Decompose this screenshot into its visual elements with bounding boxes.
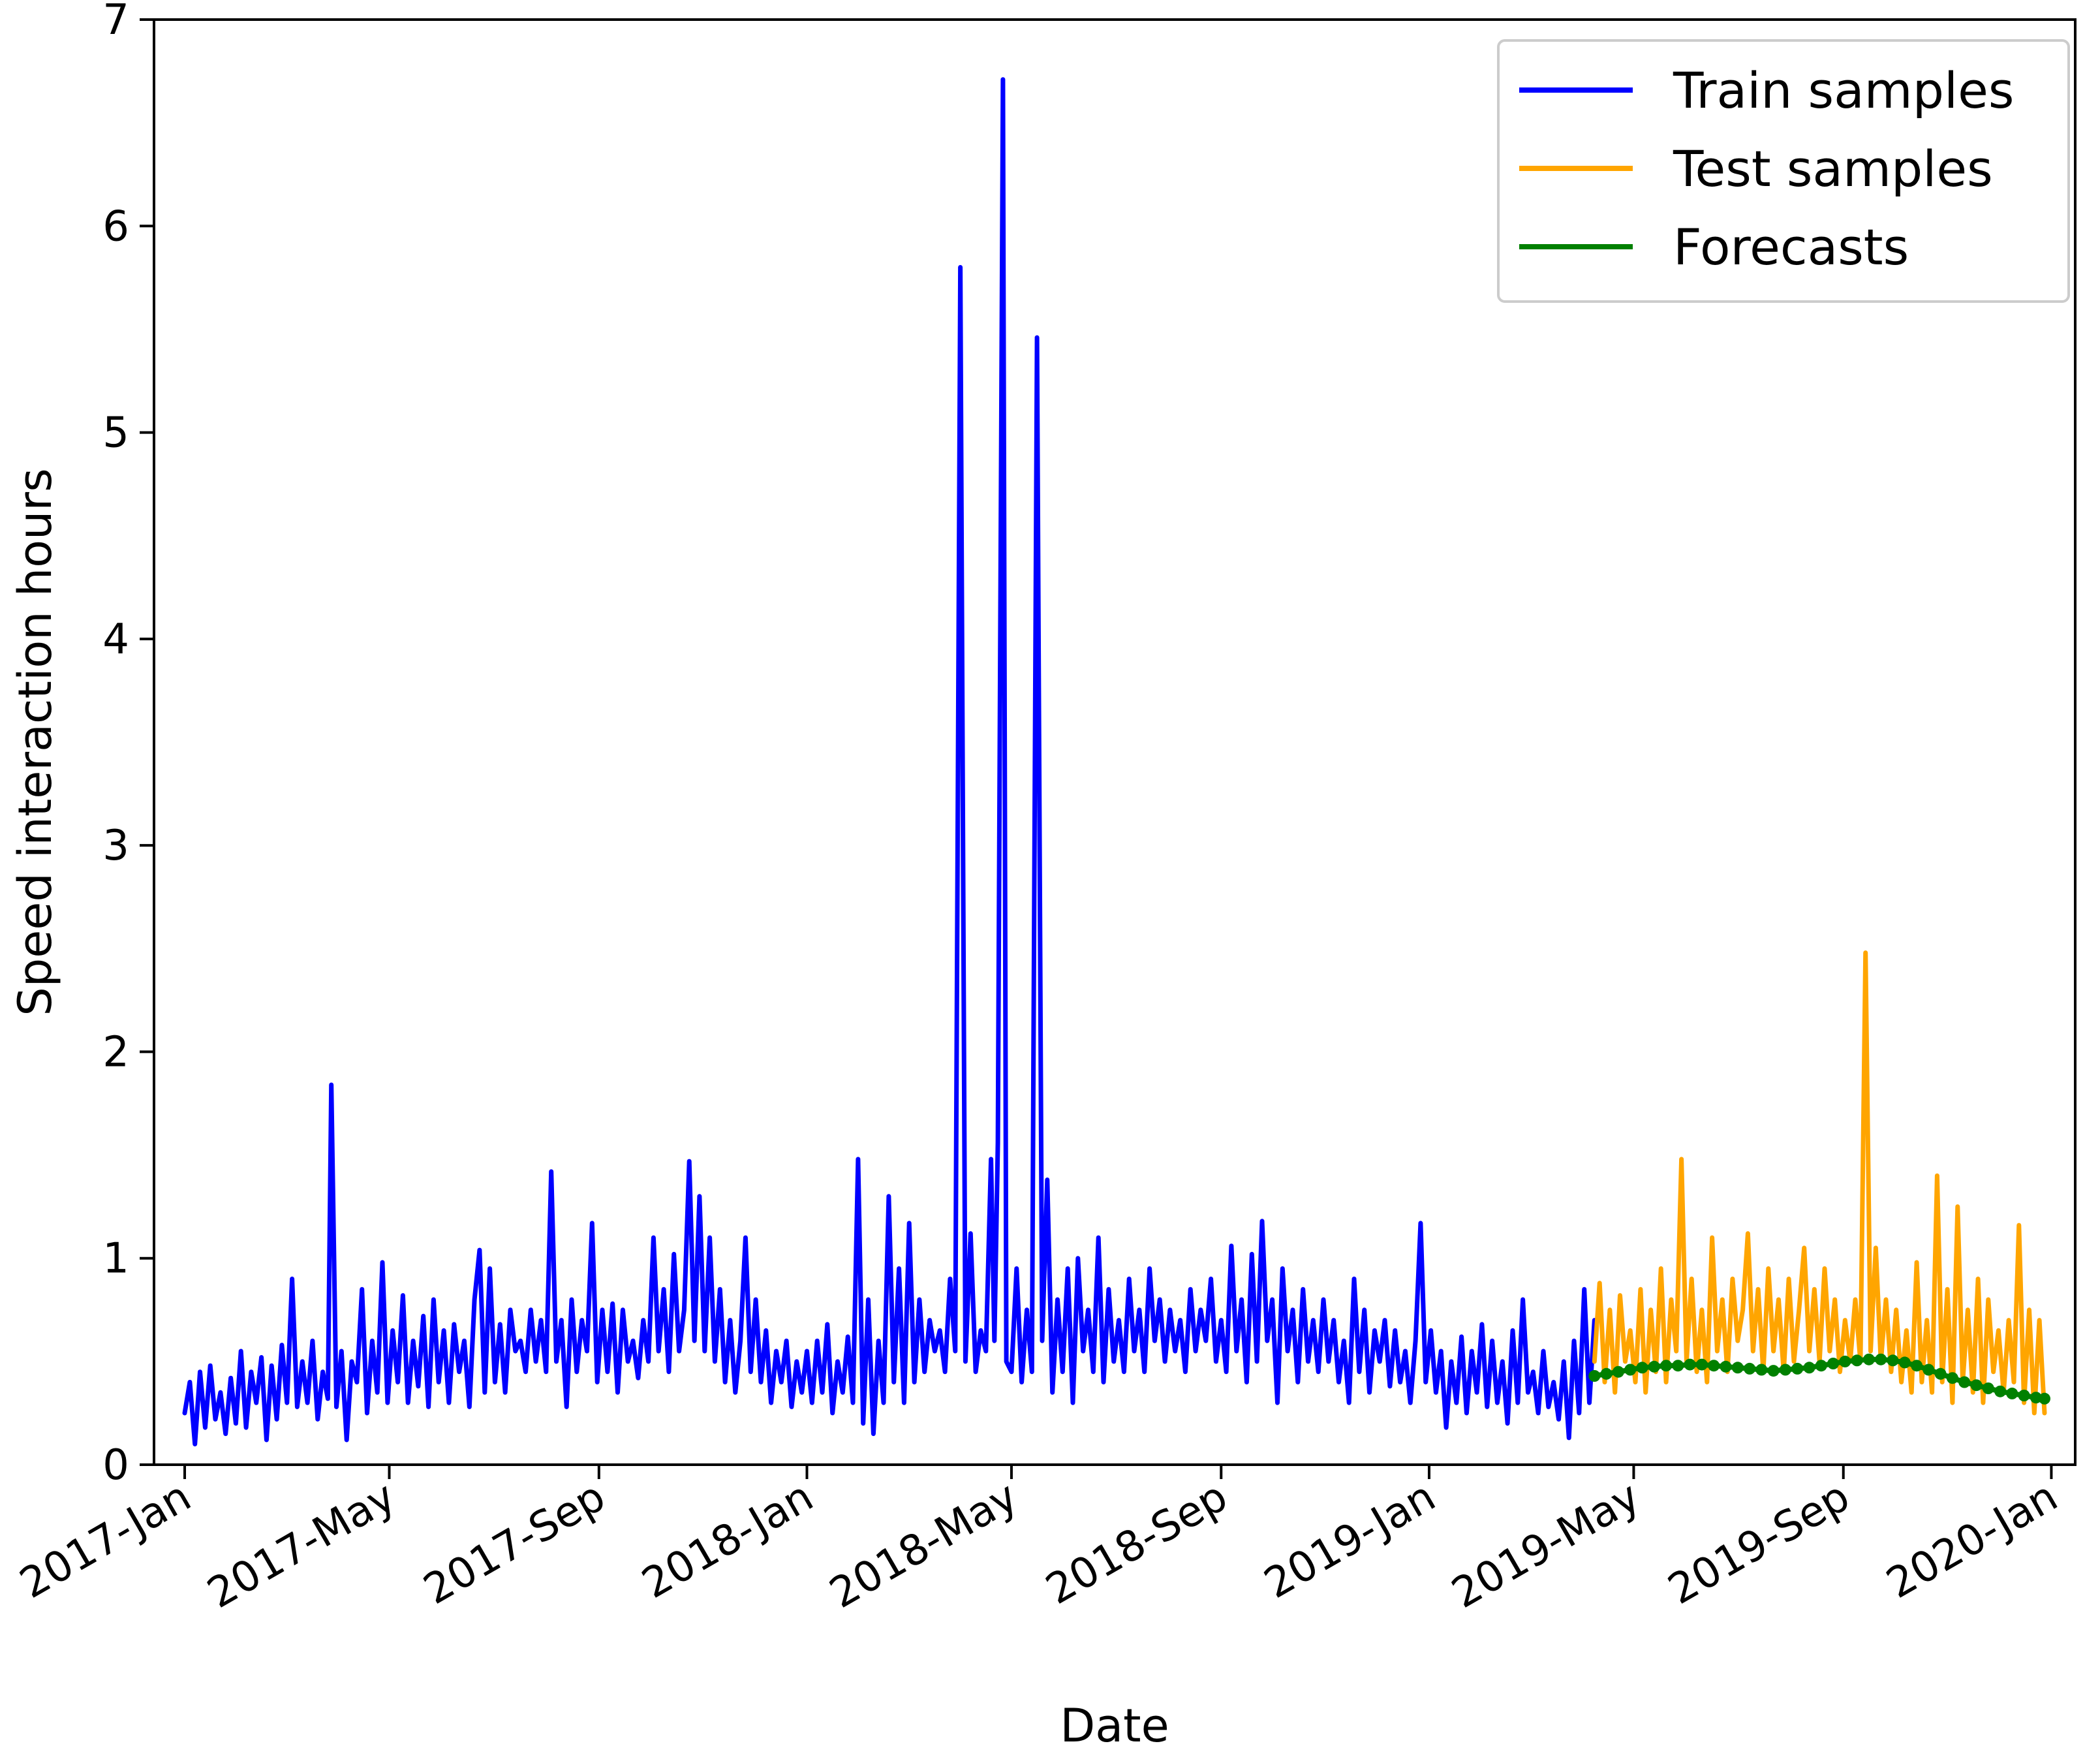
forecast-point <box>1731 1362 1744 1374</box>
forecast-point <box>1636 1362 1648 1374</box>
y-tick-label: 0 <box>102 1441 129 1490</box>
y-tick-label: 2 <box>102 1028 129 1076</box>
series-layer <box>182 77 2050 1446</box>
forecast-point <box>1839 1355 1851 1367</box>
forecast-point <box>1887 1354 1899 1367</box>
y-tick-label: 4 <box>102 616 129 664</box>
x-axis-label: Date <box>1060 1699 1169 1753</box>
forecast-point <box>1946 1372 1958 1384</box>
legend-label: Train samples <box>1673 61 2014 119</box>
forecast-point <box>2030 1392 2042 1404</box>
forecast-point <box>2006 1387 2018 1399</box>
legend: Train samples Test samples Forecasts <box>1497 39 2070 303</box>
legend-item-test-samples: Test samples <box>1519 140 1993 198</box>
y-tick-label: 7 <box>102 0 129 44</box>
forecast-point <box>1827 1358 1840 1369</box>
forecast-point <box>1744 1362 1756 1375</box>
forecast-point <box>2039 1392 2050 1405</box>
legend-label: Test samples <box>1673 140 1993 198</box>
forecast-point <box>1648 1360 1660 1373</box>
forecast-point <box>1970 1379 1983 1392</box>
forecast-point <box>1708 1360 1720 1372</box>
y-tick-label: 5 <box>102 409 129 458</box>
forecast-point <box>1624 1364 1637 1376</box>
forecast-point <box>1862 1353 1875 1365</box>
forecast-point <box>1934 1367 1947 1380</box>
legend-item-forecasts: Forecasts <box>1519 218 1909 276</box>
forecast-point <box>1982 1382 1994 1394</box>
y-tick-label: 1 <box>102 1235 129 1283</box>
forecast-point <box>1898 1356 1911 1369</box>
legend-box <box>1497 39 2070 303</box>
forecast-point <box>1911 1360 1923 1372</box>
forecast-point <box>1994 1385 2007 1397</box>
forecast-point <box>1922 1364 1935 1376</box>
forecast-point <box>2018 1390 2030 1401</box>
forecast-point <box>1720 1360 1732 1373</box>
forecast-point <box>1600 1367 1613 1380</box>
forecast-point <box>1875 1353 1887 1365</box>
series-line-train-samples <box>182 77 1597 1446</box>
forecast-point <box>1755 1364 1768 1376</box>
series-train-samples <box>182 77 1597 1446</box>
forecast-point <box>1851 1354 1863 1367</box>
y-axis-label: Speed interaction hours <box>8 468 62 1016</box>
forecast-point <box>1672 1360 1684 1372</box>
legend-label: Forecasts <box>1673 218 1909 276</box>
forecast-point <box>1660 1360 1673 1372</box>
forecast-point <box>1684 1358 1696 1371</box>
forecast-point <box>1815 1360 1827 1372</box>
plot-frame <box>153 18 2077 1466</box>
forecast-point <box>1958 1376 1971 1388</box>
y-axis: 0 1 2 3 4 5 6 7 <box>102 0 154 1490</box>
forecast-point <box>1588 1370 1601 1382</box>
y-tick-label: 6 <box>102 202 129 251</box>
forecast-point <box>1767 1365 1780 1377</box>
forecast-point <box>1779 1364 1791 1376</box>
forecast-point <box>1791 1362 1804 1375</box>
legend-item-train-samples: Train samples <box>1519 61 2014 119</box>
forecast-point <box>1612 1365 1624 1378</box>
y-tick-label: 3 <box>102 822 129 870</box>
forecast-point <box>1803 1362 1815 1374</box>
forecast-point <box>1695 1358 1708 1371</box>
series-forecasts <box>1588 1353 2050 1405</box>
